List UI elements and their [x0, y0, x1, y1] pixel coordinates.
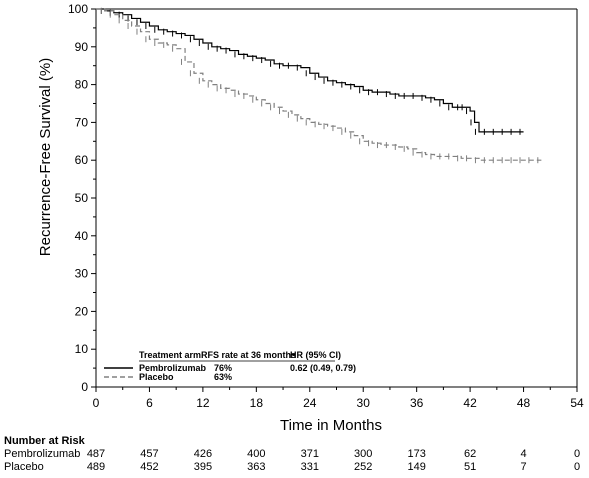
- legend-arm-placebo: Placebo: [139, 372, 174, 382]
- y-tick-label: 90: [75, 40, 89, 54]
- legend-hr-pembrolizumab: 0.62 (0.49, 0.79): [290, 363, 356, 373]
- risk-count: 487: [87, 448, 105, 460]
- risk-count: 400: [247, 448, 265, 460]
- y-tick-label: 40: [75, 229, 89, 243]
- y-tick-label: 10: [75, 342, 89, 356]
- risk-counts: 487 457 426 400 371 300 173 62 4 0 489 452 395 363 331…: [87, 448, 580, 473]
- risk-count: 7: [520, 461, 526, 473]
- legend-rate-placebo: 63%: [214, 372, 232, 382]
- risk-count: 0: [574, 448, 580, 460]
- y-tick-label: 80: [75, 78, 89, 92]
- x-tick-label: 12: [196, 396, 210, 410]
- x-tick-label: 48: [517, 396, 531, 410]
- risk-count: 300: [354, 448, 372, 460]
- risk-row-label-placebo: Placebo: [4, 461, 44, 473]
- risk-count: 371: [301, 448, 319, 460]
- risk-count: 149: [407, 461, 425, 473]
- risk-row-label-pembrolizumab: Pembrolizumab: [4, 448, 80, 460]
- risk-count: 457: [140, 448, 158, 460]
- series-layer: [96, 7, 542, 164]
- y-axis-title: Recurrence-Free Survival (%): [37, 58, 54, 256]
- legend-arm-pembrolizumab: Pembrolizumab: [139, 363, 207, 373]
- legend-header-arm: Treatment arm: [139, 350, 201, 360]
- y-tick-label: 50: [75, 191, 89, 205]
- risk-count: 331: [301, 461, 319, 473]
- risk-count: 452: [140, 461, 158, 473]
- x-tick-label: 30: [357, 396, 371, 410]
- x-tick-label: 18: [250, 396, 264, 410]
- y-tick-label: 60: [75, 153, 89, 167]
- risk-count: 4: [520, 448, 526, 460]
- risk-count: 426: [194, 448, 212, 460]
- risk-count: 363: [247, 461, 265, 473]
- x-axis-ticks: 0 6 12 18 24 30 36 42 48 54: [93, 387, 584, 410]
- x-tick-label: 6: [146, 396, 153, 410]
- y-tick-label: 30: [75, 267, 89, 281]
- risk-table: Number at Risk Pembrolizumab Placebo 487…: [4, 435, 580, 473]
- risk-table-title: Number at Risk: [4, 435, 86, 447]
- series-line-pembrolizumab: [96, 8, 524, 133]
- x-tick-label: 36: [410, 396, 424, 410]
- y-tick-label: 20: [75, 304, 89, 318]
- risk-count: 489: [87, 461, 105, 473]
- x-tick-label: 42: [463, 396, 477, 410]
- x-tick-label: 0: [93, 396, 100, 410]
- legend: Treatment arm RFS rate at 36 months HR (…: [104, 350, 356, 382]
- risk-count: 0: [574, 461, 580, 473]
- legend-header-rate: RFS rate at 36 months: [201, 350, 296, 360]
- risk-count: 252: [354, 461, 372, 473]
- x-tick-label: 54: [570, 396, 584, 410]
- risk-count: 51: [464, 461, 476, 473]
- y-axis-ticks: 0 10 20 30 40 50 60 70 80 90 100: [68, 2, 96, 394]
- series-line-placebo: [96, 8, 542, 161]
- risk-count: 62: [464, 448, 476, 460]
- risk-count: 173: [407, 448, 425, 460]
- y-tick-label: 100: [68, 2, 88, 16]
- x-axis-title: Time in Months: [280, 417, 382, 434]
- y-tick-label: 0: [81, 380, 88, 394]
- legend-rate-pembrolizumab: 76%: [214, 363, 232, 373]
- x-tick-label: 24: [303, 396, 317, 410]
- legend-header-hr: HR (95% CI): [290, 350, 341, 360]
- risk-count: 395: [194, 461, 212, 473]
- y-tick-label: 70: [75, 115, 89, 129]
- plot-frame: [95, 8, 578, 388]
